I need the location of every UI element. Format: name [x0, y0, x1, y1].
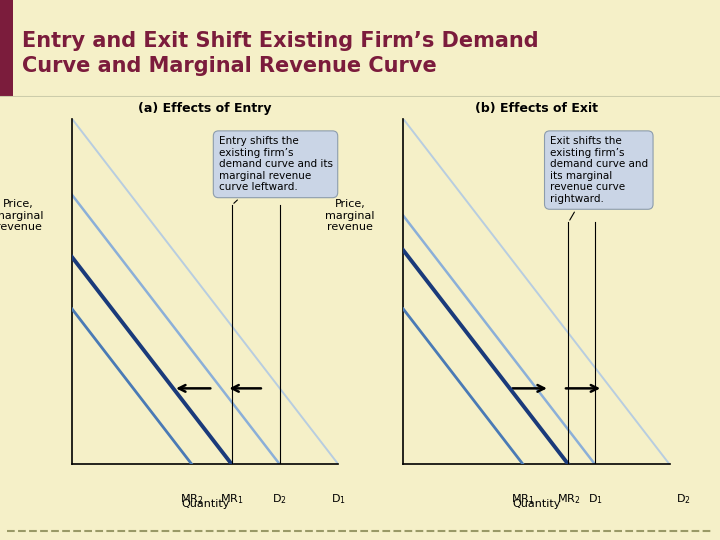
Text: Price,
marginal
revenue: Price, marginal revenue	[0, 199, 43, 232]
Text: D$_2$: D$_2$	[272, 492, 287, 506]
Text: D$_1$: D$_1$	[588, 492, 603, 506]
Text: MR$_2$: MR$_2$	[557, 492, 580, 506]
Text: MR$_1$: MR$_1$	[511, 492, 535, 506]
Text: MR$_1$: MR$_1$	[220, 492, 243, 506]
Text: Entry and Exit Shift Existing Firm’s Demand
Curve and Marginal Revenue Curve: Entry and Exit Shift Existing Firm’s Dem…	[22, 31, 539, 76]
Text: Entry shifts the
existing firm’s
demand curve and its
marginal revenue
curve lef: Entry shifts the existing firm’s demand …	[219, 136, 333, 203]
Title: (b) Effects of Exit: (b) Effects of Exit	[475, 102, 598, 115]
Text: D$_1$: D$_1$	[331, 492, 346, 506]
Bar	[0, 0, 13, 97]
Text: Quantity: Quantity	[512, 499, 561, 509]
Text: Exit shifts the
existing firm’s
demand curve and
its marginal
revenue curve
righ: Exit shifts the existing firm’s demand c…	[550, 136, 648, 220]
Text: Quantity: Quantity	[181, 499, 230, 509]
Text: D$_2$: D$_2$	[675, 492, 690, 506]
Text: MR$_2$: MR$_2$	[180, 492, 204, 506]
Title: (a) Effects of Entry: (a) Effects of Entry	[138, 102, 272, 115]
Text: Price,
marginal
revenue: Price, marginal revenue	[325, 199, 374, 232]
